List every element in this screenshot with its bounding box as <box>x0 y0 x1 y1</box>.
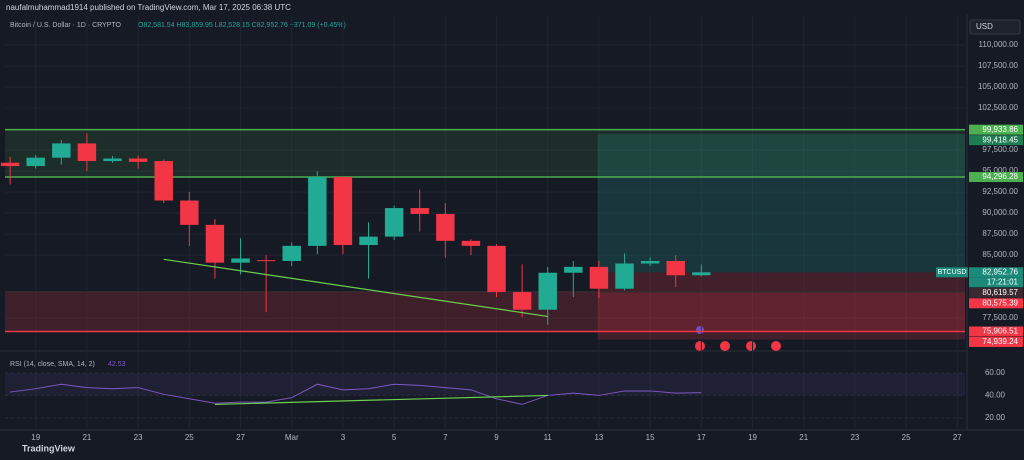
rsi-title: RSI (14, close, SMA, 14, 2) <box>10 361 95 368</box>
candle-body <box>77 143 97 162</box>
y-tick-label: 90,000.00 <box>982 208 1018 217</box>
price-label-box <box>969 298 1023 309</box>
candle-body <box>615 263 634 289</box>
price-label: 99,933.86 <box>982 125 1018 134</box>
position-target <box>597 133 965 273</box>
candle-body <box>410 208 429 214</box>
candle-body <box>231 258 250 263</box>
x-tick-label: 23 <box>850 433 859 442</box>
price-label: 82,952.76 <box>982 267 1018 276</box>
candle-body <box>359 236 378 246</box>
x-tick-label: 11 <box>544 433 553 442</box>
y-tick-label: 110,000.00 <box>979 40 1019 49</box>
x-tick-label: 15 <box>646 433 655 442</box>
x-tick-label: 27 <box>953 433 962 442</box>
y-tick-label: 107,500.00 <box>978 61 1019 70</box>
candle-body <box>512 292 532 310</box>
rsi-tick-label: 20.00 <box>985 413 1006 422</box>
rsi-line <box>10 383 702 405</box>
candle-body <box>436 213 455 241</box>
price-label-box <box>969 172 1023 183</box>
x-tick-label: 3 <box>341 433 346 442</box>
currency-box[interactable] <box>969 19 1021 35</box>
x-tick-label: 21 <box>799 433 808 442</box>
candle-body <box>640 260 660 264</box>
ohlc: O82,581.54 H83,859.95 L82,528.15 C82,952… <box>138 22 346 29</box>
price-label-box <box>969 336 1023 347</box>
x-tick-label: 25 <box>902 433 911 442</box>
candle-body <box>103 158 122 162</box>
y-tick-label: 95,000.00 <box>982 166 1018 175</box>
rsi-trendline <box>214 394 548 406</box>
x-tick-label: 25 <box>185 433 194 442</box>
symbol: Bitcoin / U.S. Dollar · 1D · CRYPTO <box>10 22 122 29</box>
symbol-label: BTCUSD <box>938 269 967 276</box>
candle-body <box>282 245 301 261</box>
trendline <box>163 258 548 318</box>
x-tick-label: 21 <box>82 433 91 442</box>
candle-body <box>154 161 173 201</box>
support-zone <box>5 291 965 332</box>
candle-body <box>26 157 45 167</box>
x-tick-label: 5 <box>392 433 397 442</box>
price-label: 74,939.24 <box>982 337 1018 346</box>
rsi-tick-label: 40.00 <box>985 391 1006 400</box>
candle-body <box>692 272 711 276</box>
currency[interactable]: USD <box>976 22 993 31</box>
candle-body <box>128 158 148 162</box>
candle-body <box>384 208 404 237</box>
countdown-box <box>969 277 1023 288</box>
rsi-last: 42.53 <box>108 361 126 368</box>
symbol-box <box>936 267 968 278</box>
candle-body <box>589 266 609 289</box>
candle-body <box>487 245 506 293</box>
rsi-band <box>5 372 965 396</box>
x-tick-label: 7 <box>443 433 448 442</box>
candle-body <box>538 272 557 310</box>
y-tick-label: 97,500.00 <box>982 145 1018 154</box>
y-tick-label: 87,500.00 <box>982 229 1018 238</box>
x-tick-label: 17 <box>697 433 706 442</box>
x-tick-label: Mar <box>285 433 299 442</box>
countdown: 17:21:01 <box>987 277 1019 286</box>
price-label: 94,296.28 <box>982 172 1018 181</box>
rsi-tick-label: 60.00 <box>985 368 1006 377</box>
position-stop <box>597 272 965 340</box>
brand: TradingView <box>22 443 76 453</box>
y-tick-label: 92,500.00 <box>982 187 1018 196</box>
price-label: 80,619.57 <box>982 288 1018 297</box>
x-tick-label: 19 <box>31 433 40 442</box>
publisher: naufalmuhammad1914 published on TradingV… <box>6 3 291 12</box>
x-tick-label: 19 <box>748 433 757 442</box>
price-label-box <box>969 135 1023 146</box>
y-tick-label: 77,500.00 <box>982 313 1018 322</box>
y-tick-label: 85,000.00 <box>982 250 1018 259</box>
candle-body <box>666 260 685 276</box>
candle-body <box>0 162 20 167</box>
y-tick-label: 105,000.00 <box>978 82 1019 91</box>
x-tick-label: 27 <box>236 433 245 442</box>
candle-body <box>333 176 353 246</box>
x-tick-label: 23 <box>134 433 143 442</box>
candle-body <box>52 143 71 158</box>
price-label: 75,906.51 <box>982 327 1018 336</box>
candle-body <box>205 224 225 263</box>
price-label-box <box>969 267 1023 278</box>
price-label-box <box>969 326 1023 337</box>
price-label: 99,418.45 <box>982 135 1018 144</box>
price-label-box <box>969 287 1023 298</box>
candle-body <box>256 260 276 262</box>
y-tick-label: 102,500.00 <box>978 103 1019 112</box>
x-tick-label: 9 <box>494 433 499 442</box>
x-tick-label: 13 <box>594 433 603 442</box>
price-label: 80,575.39 <box>982 298 1018 307</box>
candle-body <box>180 200 199 225</box>
price-label-box <box>969 124 1023 135</box>
candle-body <box>308 176 327 246</box>
candle-body <box>461 240 481 246</box>
candle-body <box>564 266 583 273</box>
